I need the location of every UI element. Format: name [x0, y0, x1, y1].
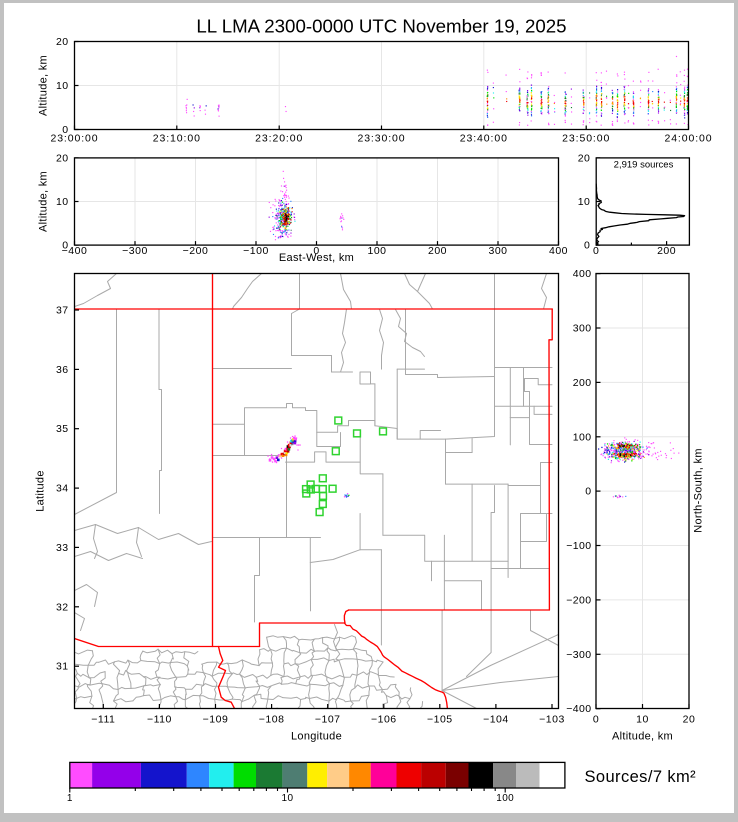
svg-text:10: 10 — [56, 196, 68, 208]
svg-text:400: 400 — [549, 245, 568, 257]
svg-text:0: 0 — [593, 714, 599, 726]
svg-text:−105: −105 — [427, 714, 453, 726]
svg-text:23:00:00: 23:00:00 — [50, 133, 98, 145]
svg-text:20: 20 — [56, 152, 68, 164]
svg-text:23:20:00: 23:20:00 — [255, 133, 303, 145]
svg-text:31: 31 — [56, 661, 68, 673]
svg-text:Sources/7 km²: Sources/7 km² — [585, 768, 697, 786]
svg-text:−400: −400 — [62, 245, 88, 257]
svg-text:0: 0 — [584, 240, 590, 252]
svg-text:300: 300 — [488, 245, 507, 257]
svg-text:10: 10 — [636, 714, 649, 726]
svg-text:35: 35 — [56, 423, 68, 435]
svg-text:34: 34 — [56, 483, 68, 495]
svg-text:0: 0 — [62, 240, 68, 252]
svg-text:24:00:00: 24:00:00 — [664, 133, 712, 145]
svg-text:0: 0 — [62, 124, 68, 136]
svg-text:LL LMA 2300-0000 UTC November: LL LMA 2300-0000 UTC November 19, 2025 — [196, 16, 566, 37]
svg-text:23:10:00: 23:10:00 — [153, 133, 201, 145]
svg-text:32: 32 — [56, 601, 68, 613]
svg-text:20: 20 — [683, 714, 696, 726]
svg-text:−110: −110 — [147, 714, 172, 726]
svg-text:−106: −106 — [371, 714, 397, 726]
svg-text:Altitude, km: Altitude, km — [38, 55, 50, 116]
svg-text:2,919 sources: 2,919 sources — [614, 160, 674, 171]
svg-text:10: 10 — [282, 793, 294, 804]
svg-text:−111: −111 — [91, 714, 115, 726]
svg-text:−107: −107 — [315, 714, 341, 726]
svg-text:100: 100 — [496, 793, 514, 804]
svg-text:−104: −104 — [483, 714, 509, 726]
svg-text:300: 300 — [573, 323, 592, 335]
svg-text:Longitude: Longitude — [291, 731, 342, 743]
svg-text:20: 20 — [578, 152, 590, 164]
svg-text:Altitude, km: Altitude, km — [38, 171, 50, 232]
svg-text:Latitude: Latitude — [35, 470, 47, 512]
svg-text:36: 36 — [56, 364, 68, 376]
svg-text:100: 100 — [367, 245, 386, 257]
svg-text:23:50:00: 23:50:00 — [562, 133, 610, 145]
svg-text:400: 400 — [573, 268, 592, 280]
svg-text:0: 0 — [313, 245, 319, 257]
svg-text:10: 10 — [578, 196, 590, 208]
svg-text:0: 0 — [585, 486, 591, 498]
svg-text:0: 0 — [593, 245, 599, 257]
svg-text:20: 20 — [56, 36, 68, 48]
svg-text:−100: −100 — [566, 540, 591, 552]
svg-text:23:40:00: 23:40:00 — [460, 133, 508, 145]
svg-text:−200: −200 — [566, 594, 591, 606]
svg-text:North-South, km: North-South, km — [693, 448, 705, 533]
svg-text:33: 33 — [56, 542, 68, 554]
svg-text:−400: −400 — [566, 703, 591, 715]
svg-text:200: 200 — [573, 377, 592, 389]
svg-text:−103: −103 — [539, 714, 565, 726]
svg-text:−100: −100 — [243, 245, 269, 257]
svg-text:200: 200 — [428, 245, 447, 257]
svg-text:200: 200 — [657, 245, 676, 257]
svg-text:100: 100 — [573, 431, 592, 443]
svg-text:−200: −200 — [183, 245, 209, 257]
svg-text:−300: −300 — [566, 649, 591, 661]
svg-text:−108: −108 — [259, 714, 285, 726]
svg-text:−300: −300 — [122, 245, 148, 257]
svg-text:10: 10 — [56, 80, 68, 92]
svg-text:−109: −109 — [203, 714, 229, 726]
svg-text:37: 37 — [56, 305, 68, 317]
svg-text:Altitude, km: Altitude, km — [612, 731, 673, 743]
svg-text:East-West, km: East-West, km — [279, 252, 354, 264]
svg-text:23:30:00: 23:30:00 — [357, 133, 405, 145]
svg-text:1: 1 — [67, 793, 73, 804]
